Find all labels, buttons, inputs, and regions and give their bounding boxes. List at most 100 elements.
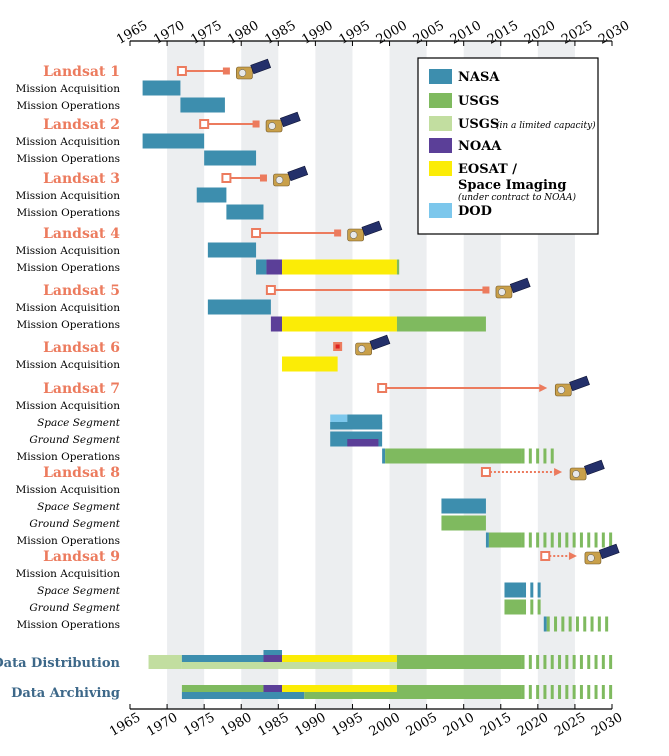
row-label: Mission Operations xyxy=(16,619,120,631)
dashed-bar-segment xyxy=(543,655,547,669)
dashed-bar-segment xyxy=(594,655,598,669)
row-label: Space Segment xyxy=(37,585,121,597)
timeline-bar xyxy=(330,422,383,430)
data-row-2: Data Archiving xyxy=(11,685,613,701)
failed-marker xyxy=(335,344,340,349)
legend-swatch xyxy=(429,138,452,153)
row-label: Ground Segment xyxy=(29,602,120,614)
tick-label: 1985 xyxy=(262,18,298,48)
tick-label: 2030 xyxy=(589,710,625,740)
row-label: Mission Operations xyxy=(16,535,120,547)
timeline-bar xyxy=(266,259,283,275)
dashed-bar-segment xyxy=(579,532,583,548)
dashed-bar-segment xyxy=(558,655,562,669)
dashed-bar-segment xyxy=(528,448,532,464)
bottom-axis: 1965 1970 1975 1980 1985 1990 1995 2000 2005 2010… xyxy=(107,704,625,740)
tick-label: 2010 xyxy=(441,710,477,740)
timeline-bar xyxy=(396,685,522,692)
dashed-bar-segment xyxy=(521,532,525,548)
tick-label: 2005 xyxy=(411,18,447,48)
data-row-1: Data Distribution xyxy=(0,650,613,671)
end-marker xyxy=(334,229,342,237)
timeline-bar xyxy=(181,685,264,692)
tick-label: 1975 xyxy=(181,710,217,740)
timeline-bar xyxy=(504,599,524,615)
row-label: Space Segment xyxy=(37,501,121,513)
solar-panel xyxy=(287,165,309,182)
dashed-bar-segment xyxy=(565,685,569,699)
tick-label: 2025 xyxy=(559,18,595,48)
timeline-bar xyxy=(396,655,522,669)
arrow-marker xyxy=(554,468,563,476)
solar-panel xyxy=(361,220,383,237)
dashed-bar-segment xyxy=(605,616,609,632)
tick-label: 2030 xyxy=(596,18,632,48)
legend-label: EOSAT / xyxy=(458,162,517,177)
solar-panel xyxy=(509,277,531,294)
tick-label: 1970 xyxy=(144,710,180,740)
dashed-bar-segment xyxy=(521,655,525,669)
dashed-bar-segment xyxy=(536,685,540,699)
tick-label: 2020 xyxy=(515,710,551,740)
dashed-bar-segment xyxy=(572,655,576,669)
timeline-bar xyxy=(282,685,397,692)
tick-label: 1985 xyxy=(255,710,291,740)
dashed-bar-segment xyxy=(528,655,532,669)
dashed-bar-segment xyxy=(558,685,562,699)
dashed-bar-segment xyxy=(550,685,554,699)
dashed-bar-segment xyxy=(530,582,534,598)
row-label: Mission Acquisition xyxy=(16,400,121,412)
tick-label: 1990 xyxy=(293,710,329,740)
timeline-bar xyxy=(396,259,400,275)
timeline-bar xyxy=(256,259,267,275)
timeline-bar xyxy=(304,692,522,699)
dashed-bar-segment xyxy=(521,685,525,699)
row-label: Mission Acquisition xyxy=(16,302,121,314)
row-label: Mission Acquisition xyxy=(16,359,121,371)
dashed-bar xyxy=(523,582,541,598)
row-label: Space Segment xyxy=(37,417,121,429)
tick-label: 1965 xyxy=(114,18,150,48)
launch-marker xyxy=(199,119,210,129)
shaded-band xyxy=(315,41,353,709)
solar-panel xyxy=(569,375,590,392)
tick-label: 2005 xyxy=(404,710,440,740)
tick-label: 2015 xyxy=(478,710,514,740)
mission-title: Landsat 7 xyxy=(43,381,120,397)
launch-marker xyxy=(251,228,262,238)
legend-swatch xyxy=(429,161,452,176)
end-marker xyxy=(259,174,267,182)
timeline-bar xyxy=(282,356,338,372)
legend-swatch xyxy=(429,69,452,84)
dashed-bar-segment xyxy=(587,685,591,699)
satellite-icon xyxy=(347,220,383,242)
legend-label: USGS xyxy=(458,117,499,132)
mission-title: Landsat 6 xyxy=(43,340,120,356)
satellite-icon xyxy=(355,334,391,356)
dashed-bar-segment xyxy=(550,532,554,548)
launch-marker xyxy=(265,285,276,295)
legend-label: Space Imaging xyxy=(458,178,566,193)
dashed-bar xyxy=(521,532,613,548)
timeline-bar xyxy=(181,692,305,699)
row-label: Mission Acquisition xyxy=(16,484,121,496)
row-label: Mission Operations xyxy=(16,319,120,331)
launch-marker xyxy=(221,173,232,183)
mission-9: Landsat 9 Mission Acquisition Space Segmen… xyxy=(16,543,620,632)
dashed-bar xyxy=(521,685,613,699)
timeline-bar xyxy=(347,439,379,447)
dashed-bar-segment xyxy=(536,448,540,464)
timeline-bar xyxy=(441,515,486,531)
dashed-bar xyxy=(546,616,609,632)
dashed-bar-segment xyxy=(568,616,572,632)
mission-title: Landsat 1 xyxy=(43,64,120,80)
dashed-bar xyxy=(521,655,613,669)
mission-title: Landsat 2 xyxy=(43,117,120,133)
dashed-bar-segment xyxy=(579,655,583,669)
satellite-icon xyxy=(554,375,590,397)
mission-5: Landsat 5 Mission Acquisition Mission Oper… xyxy=(16,277,531,332)
dashed-bar-segment xyxy=(528,532,532,548)
mission-7: Landsat 7 Mission Acquisition Space Segmen… xyxy=(16,375,590,464)
dashed-bar-segment xyxy=(594,685,598,699)
